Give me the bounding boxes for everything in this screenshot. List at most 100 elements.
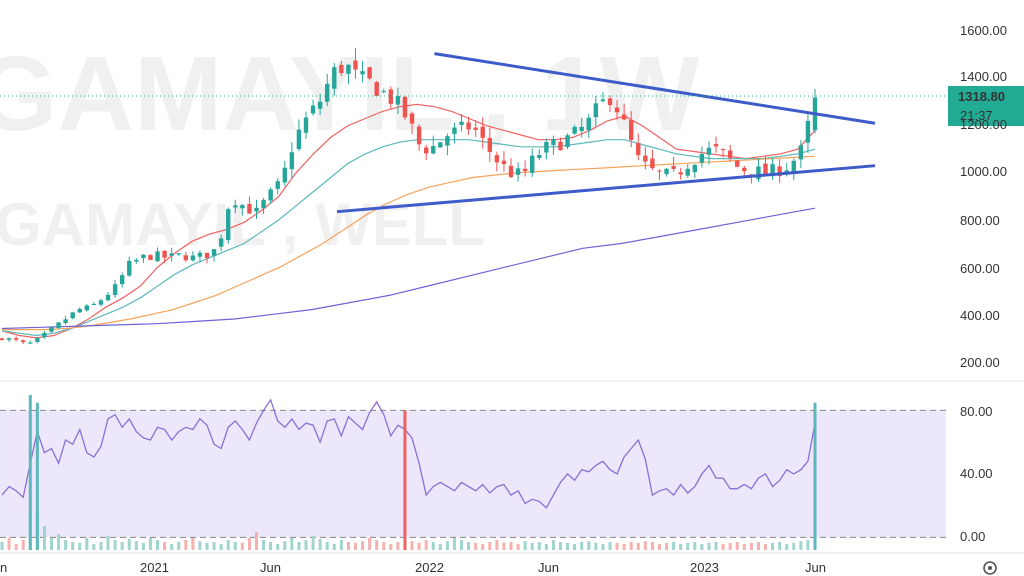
last-price-value: 1318.80: [958, 89, 1005, 104]
rsi-pane: [0, 398, 946, 538]
candle-body: [727, 150, 733, 158]
volume-bar: [672, 542, 676, 550]
volume-bar: [21, 540, 25, 550]
volume-bar: [85, 538, 89, 550]
candle-body: [423, 147, 429, 154]
candle-body: [530, 155, 535, 173]
candle-body: [791, 160, 796, 172]
volume-bar: [700, 544, 704, 550]
candle-body: [720, 149, 726, 151]
price-axis[interactable]: 1600.00 1400.00 1200.00 1000.00 800.00 6…: [960, 23, 1007, 370]
candle-body: [155, 251, 160, 262]
volume-bar: [650, 542, 654, 550]
volume-bar: [728, 542, 732, 550]
volume-bar: [573, 544, 577, 550]
candle-body: [317, 101, 323, 109]
time-tick: Jun: [538, 560, 559, 575]
volume-bar: [629, 542, 633, 550]
volume-bar: [134, 541, 138, 550]
volume-bar: [417, 542, 421, 550]
candle-body: [452, 127, 457, 134]
candle-body: [240, 205, 245, 209]
volume-bar: [276, 544, 280, 550]
volume-bar: [622, 544, 626, 550]
trendlines[interactable]: [336, 52, 876, 214]
volume-bar: [226, 540, 230, 550]
rsi-band: [0, 410, 946, 538]
candle-body: [353, 60, 358, 70]
volume-bar: [177, 542, 181, 550]
price-tick: 1200.00: [960, 117, 1007, 132]
volume-bar: [778, 542, 782, 550]
candle-body: [643, 155, 648, 162]
candle-body: [614, 107, 620, 113]
volume-bar: [495, 540, 499, 550]
candle-body: [395, 96, 401, 105]
candle-body: [70, 312, 75, 319]
candle-body: [558, 141, 563, 151]
volume-bar: [92, 544, 96, 550]
candle-body: [374, 82, 379, 96]
candle-body: [565, 135, 570, 147]
gear-icon[interactable]: [983, 561, 997, 575]
volume-bar: [57, 534, 61, 550]
candle-body: [148, 255, 153, 260]
volume-bar: [608, 542, 612, 550]
volume-bar: [148, 538, 152, 550]
volume-bar: [99, 542, 103, 550]
candle-body: [671, 166, 676, 169]
volume-bar: [424, 540, 428, 550]
volume-bar: [509, 542, 513, 550]
volume-bar: [467, 542, 471, 550]
candle-body: [381, 91, 386, 93]
candle-body: [735, 160, 740, 167]
volume-bar: [339, 540, 343, 550]
volume-bar: [735, 542, 739, 550]
moving-average-line: [1, 139, 816, 337]
bar-countdown: 21:37: [960, 108, 993, 123]
volume-bar: [460, 540, 464, 550]
candle-body: [770, 164, 775, 177]
candle-body: [112, 284, 118, 296]
candle-body: [254, 207, 259, 212]
volume-bar: [452, 538, 456, 550]
candle-body: [275, 181, 280, 189]
candle-body: [763, 163, 768, 174]
rsi-tick: 80.00: [960, 404, 993, 419]
candle-body: [805, 120, 811, 143]
volume-bar: [262, 540, 266, 550]
chart-watermark-symbol: GAMAYIL , 1W: [0, 35, 699, 153]
candle-body: [438, 142, 443, 148]
volume-bar: [742, 544, 746, 550]
candle-body: [678, 172, 683, 175]
volume-bar: [113, 540, 117, 550]
chart-watermark-name: GAMAYIL , WELL: [0, 191, 485, 258]
volume-bar: [481, 544, 485, 550]
candle-body: [325, 83, 330, 102]
volume-bar: [707, 542, 711, 550]
volume-bar: [332, 544, 336, 550]
volume-bar: [714, 542, 718, 550]
time-tick-partial: n: [0, 560, 7, 575]
volume-bar: [431, 542, 435, 550]
volume-bar: [396, 542, 400, 550]
candle-body: [35, 337, 40, 342]
candle-body: [42, 332, 47, 338]
candle-body: [664, 168, 669, 175]
volume-bar: [806, 540, 810, 550]
volume-bar: [368, 538, 372, 550]
volume-bar: [290, 538, 294, 550]
volume-bar: [523, 541, 527, 550]
rsi-tick: 40.00: [960, 466, 993, 481]
candle-body: [289, 152, 295, 170]
volume-bar: [749, 542, 753, 550]
candle-body: [21, 340, 26, 343]
candle-body: [63, 319, 68, 324]
rsi-line: [1, 398, 816, 509]
volume-bar: [665, 542, 669, 550]
time-axis[interactable]: 2021 Jun 2022 Jun 2023 Jun n: [0, 560, 826, 575]
candle-body: [77, 308, 82, 313]
volume-bar: [71, 542, 75, 550]
volume-bar: [382, 542, 386, 550]
